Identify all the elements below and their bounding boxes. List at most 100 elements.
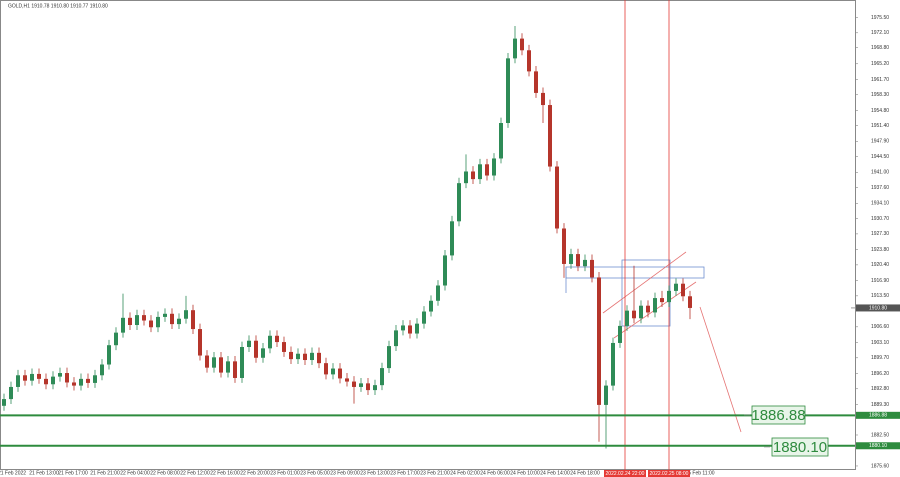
candle-body xyxy=(72,382,76,386)
level-label: 1880.10 xyxy=(773,439,827,456)
candle-body xyxy=(576,254,580,267)
y-tick-label: 1975.50 xyxy=(871,15,889,21)
candle-body xyxy=(485,164,489,176)
candle-body xyxy=(23,375,27,381)
y-tick-label: 1968.80 xyxy=(871,45,889,51)
x-tick-label: 23 Feb 09:00 xyxy=(330,470,360,476)
candle-body xyxy=(219,357,223,373)
candle-body xyxy=(212,357,216,368)
candle-body xyxy=(345,378,349,382)
candle-body xyxy=(534,71,538,93)
marker-badge xyxy=(648,470,690,477)
candle-body xyxy=(9,386,13,400)
x-tick-label: 22 Feb 16:00 xyxy=(210,470,240,476)
marker-label: 2022.02.25 08:00 xyxy=(650,471,689,477)
y-tick-label: 1906.60 xyxy=(871,324,889,330)
marker-badge xyxy=(604,470,646,477)
candle-body xyxy=(233,361,237,378)
candle-body xyxy=(289,351,293,360)
candle-body xyxy=(590,259,594,278)
level-badge xyxy=(856,411,900,419)
candle-body xyxy=(58,373,62,377)
candle-body xyxy=(660,298,664,303)
candle-body xyxy=(597,277,601,405)
y-tick-label: 1920.40 xyxy=(871,262,889,268)
level-box xyxy=(751,405,806,425)
candle-body xyxy=(177,318,181,325)
candle-body xyxy=(296,353,300,360)
candle-body xyxy=(387,346,391,369)
candle-body xyxy=(2,399,6,406)
y-tick-label: 1899.70 xyxy=(871,355,889,361)
candle-body xyxy=(499,122,503,159)
candle-body xyxy=(240,347,244,378)
level-label: 1886.88 xyxy=(751,407,805,424)
candle-body xyxy=(681,283,685,297)
y-tick-label: 1944.50 xyxy=(871,154,889,160)
x-tick-label: 22 Feb 04:00 xyxy=(120,470,150,476)
candle-body xyxy=(317,352,321,364)
y-tick-label: 1892.80 xyxy=(871,386,889,392)
y-tick-label: 1941.00 xyxy=(871,170,889,176)
candle-body xyxy=(492,158,496,176)
plot-frame xyxy=(0,0,856,470)
candle-body xyxy=(478,164,482,180)
candle-body xyxy=(16,375,20,387)
candle-body xyxy=(394,330,398,347)
candle-body xyxy=(226,361,230,373)
x-tick-label: 24 Feb 10:00 xyxy=(510,470,540,476)
candle-body xyxy=(37,373,41,379)
x-tick-label: 23 Feb 21:00 xyxy=(420,470,450,476)
x-tick-label: 24 Feb 14:00 xyxy=(540,470,570,476)
y-tick-label: 1927.30 xyxy=(871,231,889,237)
candle-body xyxy=(408,325,412,334)
candle-body xyxy=(674,283,678,291)
candle-body xyxy=(352,381,356,387)
candle-body xyxy=(443,255,447,286)
candle-body xyxy=(135,315,139,326)
candle-body xyxy=(562,228,566,264)
candle-body xyxy=(128,317,132,326)
x-tick-label: 24 Feb 18:00 xyxy=(570,470,600,476)
candle-body xyxy=(548,105,552,167)
candle-body xyxy=(618,325,622,343)
marker-label: 2022.02.24 22:00 xyxy=(606,471,645,477)
candle-body xyxy=(506,58,510,123)
candle-body xyxy=(100,364,104,376)
candle-body xyxy=(331,368,335,375)
candle-body xyxy=(338,368,342,379)
y-tick-label: 1958.30 xyxy=(871,92,889,98)
channel-top xyxy=(602,251,687,314)
y-tick-label: 1947.90 xyxy=(871,139,889,145)
candle-body xyxy=(359,383,363,387)
y-tick-label: 1896.20 xyxy=(871,371,889,377)
y-tick-label: 1903.10 xyxy=(871,340,889,346)
candle-body xyxy=(632,310,636,319)
level-box xyxy=(771,437,829,457)
candle-body xyxy=(184,310,188,319)
candle-body xyxy=(247,340,251,348)
level-axis-label: 1880.10 xyxy=(869,443,887,449)
candle-body xyxy=(51,376,55,385)
candle-body xyxy=(163,313,167,317)
x-tick-label: 23 Feb 05:00 xyxy=(300,470,330,476)
y-tick-label: 1961.70 xyxy=(871,77,889,83)
candle-body xyxy=(513,38,517,59)
candle-body xyxy=(79,378,83,386)
candle-body xyxy=(268,335,272,349)
candle-body xyxy=(436,285,440,301)
candle-body xyxy=(625,310,629,326)
candle-body xyxy=(583,259,587,267)
candle-body xyxy=(373,385,377,391)
candle-body xyxy=(380,368,384,386)
y-tick-label: 1937.60 xyxy=(871,185,889,191)
candle-body xyxy=(520,38,524,51)
candle-body xyxy=(156,316,160,328)
candle-body xyxy=(527,50,531,72)
last-price-label: 1910.80 xyxy=(869,305,887,311)
candle-body xyxy=(541,92,545,106)
x-tick-label: 25 Feb 11:00 xyxy=(685,470,714,476)
y-tick-label: 1930.70 xyxy=(871,216,889,222)
candle-body xyxy=(86,378,90,383)
